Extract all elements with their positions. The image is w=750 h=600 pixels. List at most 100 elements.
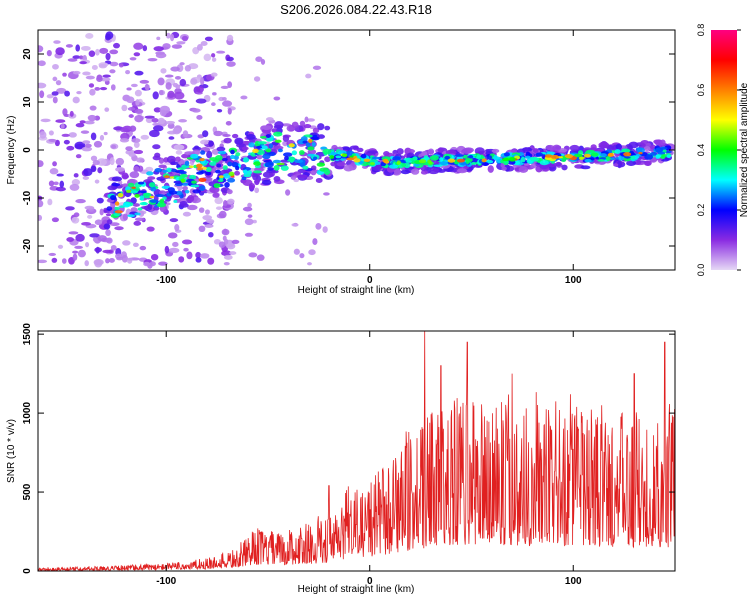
- heatmap-noise-cell: [218, 241, 226, 248]
- heatmap-core-cell: [535, 152, 544, 157]
- heatmap-core-cell: [644, 154, 654, 160]
- heatmap-peak-cell: [583, 153, 592, 158]
- heatmap-noise-cell: [191, 108, 201, 113]
- heatmap-noise-cell: [160, 68, 167, 74]
- heatmap-halo-cell: [256, 154, 263, 160]
- heatmap-noise-cell: [38, 160, 44, 168]
- heatmap-noise-cell: [186, 251, 193, 260]
- heatmap-noise-cell: [221, 228, 230, 236]
- heatmap-halo-cell: [107, 185, 118, 191]
- heatmap-noise-cell: [60, 123, 65, 129]
- heatmap-noise-cell: [293, 178, 300, 183]
- heatmap-noise-cell: [105, 52, 111, 61]
- heatmap-noise-cell: [95, 246, 100, 254]
- heatmap-noise-cell: [203, 53, 212, 62]
- heatmap-halo-cell: [261, 179, 272, 186]
- heatmap-noise-cell: [75, 154, 82, 159]
- heatmap-noise-cell: [178, 256, 185, 263]
- heatmap-core-cell: [294, 159, 304, 164]
- heatmap-core-cell: [184, 160, 190, 166]
- heatmap-core-cell: [273, 131, 283, 137]
- heatmap-noise-cell: [62, 72, 67, 77]
- heatmap-peak-cell: [164, 175, 170, 179]
- heatmap-noise-cell: [200, 40, 208, 47]
- heatmap-noise-cell: [204, 36, 213, 42]
- heatmap-noise-cell: [312, 65, 322, 70]
- heatmap-core-cell: [659, 147, 668, 150]
- heatmap-halo-cell: [147, 203, 153, 211]
- heatmap-peak-cell: [218, 175, 224, 179]
- heatmap-noise-cell: [94, 86, 101, 91]
- heatmap-noise-cell: [61, 258, 67, 264]
- heatmap-noise-cell: [167, 90, 175, 99]
- heatmap-noise-cell: [121, 104, 128, 112]
- heatmap-noise-cell: [304, 116, 309, 123]
- heatmap-noise-cell: [167, 232, 178, 239]
- colorbar-tick-label: 0.8: [696, 24, 706, 37]
- heatmap-noise-cell: [198, 225, 206, 233]
- heatmap-core-cell: [177, 167, 187, 170]
- heatmap-noise-cell: [89, 88, 96, 96]
- heatmap-noise-cell: [72, 250, 79, 254]
- heatmap-noise-cell: [127, 257, 133, 261]
- heatmap-noise-cell: [109, 157, 115, 166]
- heatmap-halo-cell: [410, 168, 420, 175]
- heatmap-halo-cell: [187, 195, 195, 202]
- heatmap-noise-cell: [285, 189, 291, 196]
- heatmap-noise-cell: [134, 114, 144, 123]
- heatmap-noise-cell: [164, 245, 170, 254]
- heatmap-core-cell: [590, 152, 599, 157]
- heatmap-noise-cell: [210, 72, 218, 77]
- snr-y-tick-label: 0: [22, 568, 33, 574]
- heatmap-halo-cell: [182, 185, 188, 191]
- heatmap-peak-cell: [550, 154, 559, 160]
- heatmap-noise-cell: [135, 99, 140, 106]
- heatmap-noise-cell: [220, 85, 229, 90]
- heatmap-halo-cell: [336, 161, 347, 167]
- heatmap-noise-cell: [195, 98, 207, 104]
- heatmap-halo-cell: [569, 144, 580, 152]
- heatmap-peak-cell: [418, 159, 427, 164]
- heatmap-peak-cell: [252, 148, 259, 154]
- heatmap-core-cell: [264, 161, 274, 168]
- heatmap-noise-cell: [221, 97, 227, 101]
- heatmap-halo-cell: [613, 163, 619, 167]
- heatmap-noise-cell: [99, 134, 105, 141]
- heatmap-noise-cell: [72, 96, 80, 104]
- heatmap-halo-cell: [303, 124, 312, 129]
- heatmap-noise-cell: [196, 85, 204, 93]
- heatmap-core-cell: [433, 164, 443, 168]
- heatmap-noise-cell: [61, 133, 70, 137]
- heatmap-core-cell: [154, 167, 163, 173]
- heatmap-core-cell: [235, 152, 241, 157]
- heatmap-halo-cell: [356, 147, 364, 153]
- heatmap-noise-cell: [84, 120, 95, 125]
- heatmap-core-cell: [471, 161, 477, 166]
- heatmap-noise-cell: [125, 69, 131, 75]
- heatmap-noise-cell: [200, 139, 210, 145]
- heatmap-core-cell: [230, 149, 235, 155]
- heatmap-noise-cell: [103, 131, 108, 136]
- heatmap-noise-cell: [159, 109, 167, 117]
- heatmap-core-cell: [173, 200, 178, 204]
- heatmap-noise-cell: [56, 173, 64, 177]
- heatmap-noise-cell: [75, 198, 86, 204]
- heatmap-noise-cell: [102, 74, 111, 78]
- heatmap-noise-cell: [79, 61, 87, 65]
- heatmap-peak-cell: [191, 180, 197, 184]
- heatmap-peak-cell: [117, 192, 124, 198]
- heatmap-core-cell: [162, 169, 168, 174]
- heatmap-noise-cell: [105, 229, 111, 237]
- heatmap-core-cell: [137, 207, 143, 211]
- heatmap-core-cell: [222, 173, 231, 179]
- snr-x-tick-label: 100: [565, 576, 582, 587]
- heatmap-noise-cell: [214, 197, 223, 205]
- heatmap-noise-cell: [221, 250, 232, 257]
- heatmap-y-tick-label: 20: [22, 48, 33, 60]
- heatmap-halo-cell: [170, 161, 179, 166]
- heatmap-noise-cell: [179, 62, 185, 66]
- heatmap-halo-cell: [273, 124, 283, 129]
- heatmap-peak-cell: [363, 158, 371, 163]
- heatmap-noise-cell: [208, 220, 214, 224]
